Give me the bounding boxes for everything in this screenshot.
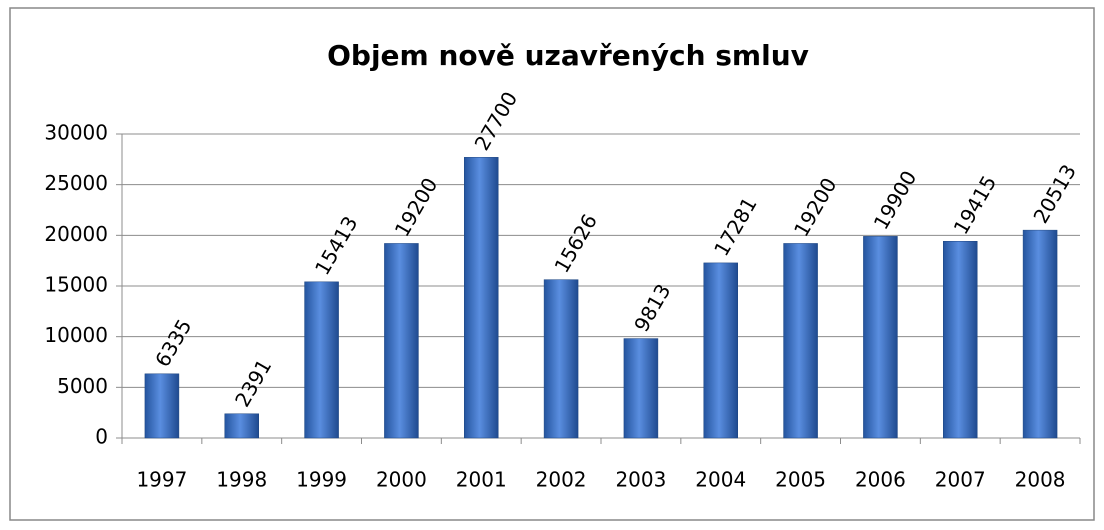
chart-title: Objem nově uzavřených smluv: [327, 39, 809, 72]
bar: [384, 243, 419, 439]
x-tick-label: 2007: [935, 468, 986, 492]
x-tick-label: 2002: [536, 468, 587, 492]
bar: [943, 241, 978, 439]
y-tick-label: 30000: [44, 121, 108, 145]
y-tick-label: 15000: [44, 273, 108, 297]
x-tick-label: 2000: [376, 468, 427, 492]
x-tick-label: 2003: [615, 468, 666, 492]
x-tick-label: 2001: [456, 468, 507, 492]
x-tick-label: 1998: [216, 468, 267, 492]
x-tick-label: 2005: [775, 468, 826, 492]
bar: [144, 373, 180, 439]
y-tick-label: 5000: [57, 374, 108, 398]
x-tick-label: 1997: [136, 468, 187, 492]
bar: [863, 236, 898, 439]
x-tick-label: 2004: [695, 468, 746, 492]
bar: [703, 262, 738, 439]
x-tick-label: 1999: [296, 468, 347, 492]
bar: [304, 281, 339, 439]
y-tick-label: 25000: [44, 171, 108, 195]
y-tick-label: 20000: [44, 222, 108, 246]
x-tick-label: 2008: [1015, 468, 1066, 492]
bar: [1022, 229, 1058, 439]
bar: [623, 338, 659, 439]
bar: [783, 243, 818, 439]
y-tick-label: 10000: [44, 323, 108, 347]
bar: [543, 279, 579, 439]
bar: [464, 157, 499, 439]
y-tick-label: 0: [95, 425, 108, 449]
bar: [224, 413, 259, 439]
x-tick-label: 2006: [855, 468, 906, 492]
